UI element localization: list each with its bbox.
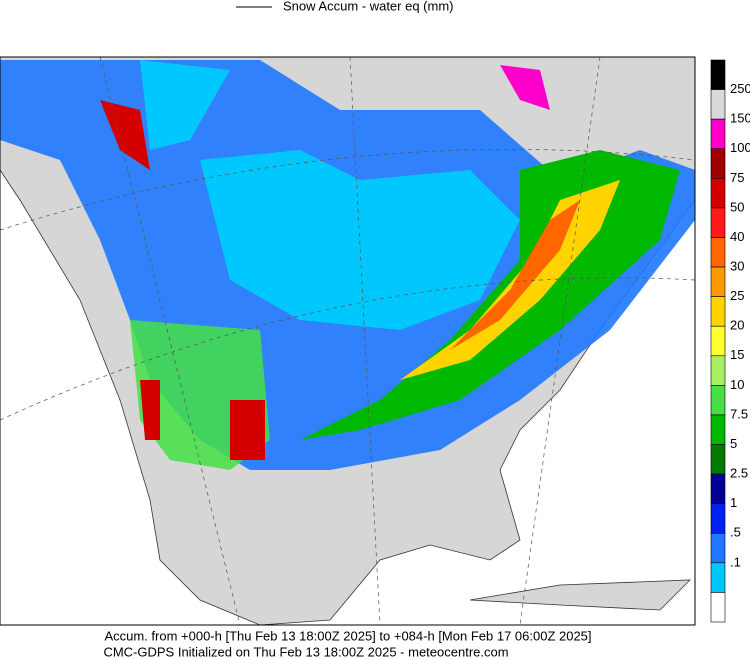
colorbar-label: 15 [730,347,744,362]
colorbar-label: 7.5 [730,406,748,421]
colorbar-label: 20 [730,318,744,333]
colorbar-label: 75 [730,170,744,185]
colorbar-swatch [710,118,726,150]
colorbar-swatch [710,237,726,268]
colorbar-swatch [710,503,726,534]
snow-cyan [200,150,520,330]
colorbar-label: 1 [730,495,737,510]
colorbar-swatch [710,89,726,120]
colorbar-label: 40 [730,229,744,244]
colorbar-swatch [710,266,726,297]
colorbar-swatch [710,562,726,593]
legend-label: Snow Accum - water eq (mm) [283,0,454,13]
colorbar-label: 10 [730,377,744,392]
map-frame [0,56,696,626]
colorbar-label: 50 [730,199,744,214]
map [0,56,696,626]
colorbar-label: 100 [730,140,750,155]
graticule [0,57,695,625]
colorbar-label: .5 [730,525,741,540]
colorbar-swatch [710,325,726,357]
colorbar-label: 5 [730,436,737,451]
colorbar-swatch [710,296,726,327]
snow-orange [450,200,580,350]
colorbar-swatch [710,207,726,238]
colorbar-swatch [710,592,726,623]
snow-magenta [500,65,550,110]
colorbar-label: 150 [730,111,750,126]
colorbar-swatch [710,532,726,564]
colorbar-label: 30 [730,258,744,273]
colorbar-swatch [710,59,726,90]
footer-line: Accum. from +000-h [Thu Feb 13 18:00Z 20… [104,628,591,643]
colorbar-label: 250 [730,81,750,96]
colorbar-swatch [710,473,726,504]
colorbar-swatch [710,178,726,209]
colorbar: 250 150 100 75 50 40 30 25 20 15 10 7.5 5 2.5 1 .5 .1 [710,59,750,623]
colorbar-label: 25 [730,288,744,303]
footer-line: CMC-GDPS Initialized on Thu Feb 13 18:00… [103,644,508,659]
colorbar-swatch [710,355,726,386]
colorbar-swatch [710,414,726,445]
snow-cyan-nw [140,60,230,150]
snow-red [100,100,265,460]
caribbean [469,579,692,611]
colorbar-label: .1 [730,554,741,569]
colorbar-label: 2.5 [730,466,748,481]
colorbar-swatch [710,148,726,179]
colorbar-swatch [710,385,726,416]
colorbar-swatch [710,444,726,475]
